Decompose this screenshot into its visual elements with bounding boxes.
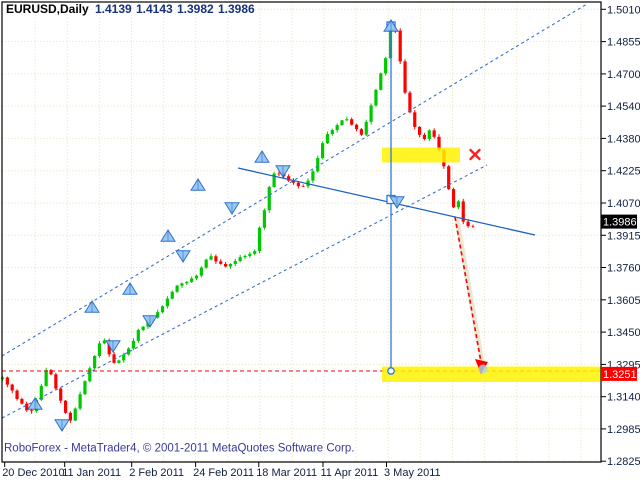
svg-text:1.4700: 1.4700 bbox=[607, 69, 640, 81]
svg-text:18 Mar 2011: 18 Mar 2011 bbox=[256, 467, 317, 479]
svg-text:1.4139: 1.4139 bbox=[95, 2, 132, 16]
svg-text:1.3605: 1.3605 bbox=[607, 295, 640, 307]
svg-text:1.5010: 1.5010 bbox=[607, 4, 640, 16]
svg-text:1.4855: 1.4855 bbox=[607, 37, 640, 49]
svg-text:1.3760: 1.3760 bbox=[607, 263, 640, 275]
svg-text:1.3986: 1.3986 bbox=[218, 2, 255, 16]
svg-text:1.2985: 1.2985 bbox=[607, 424, 640, 436]
svg-text:3 May 2011: 3 May 2011 bbox=[384, 467, 441, 479]
svg-text:1.4225: 1.4225 bbox=[607, 166, 640, 178]
svg-text:1.3982: 1.3982 bbox=[177, 2, 214, 16]
svg-text:1.3251: 1.3251 bbox=[603, 369, 637, 381]
svg-text:1.4070: 1.4070 bbox=[607, 198, 640, 210]
svg-text:1.4380: 1.4380 bbox=[607, 133, 640, 145]
svg-text:1.4540: 1.4540 bbox=[607, 101, 640, 113]
svg-text:RoboForex - MetaTrader4, © 200: RoboForex - MetaTrader4, © 2001-2011 Met… bbox=[4, 443, 354, 455]
svg-text:1.3140: 1.3140 bbox=[607, 392, 640, 404]
svg-text:1.3450: 1.3450 bbox=[607, 327, 640, 339]
svg-text:20 Dec 2010: 20 Dec 2010 bbox=[2, 467, 64, 479]
svg-text:1.3915: 1.3915 bbox=[607, 230, 640, 242]
svg-text:11 Apr 2011: 11 Apr 2011 bbox=[321, 467, 379, 479]
svg-text:11 Jan 2011: 11 Jan 2011 bbox=[62, 467, 121, 479]
svg-text:1.2825: 1.2825 bbox=[607, 456, 640, 468]
svg-text:EURUSD,Daily: EURUSD,Daily bbox=[6, 2, 89, 16]
svg-text:1.3986: 1.3986 bbox=[603, 217, 637, 229]
svg-text:24 Feb 2011: 24 Feb 2011 bbox=[193, 467, 254, 479]
svg-text:2 Feb 2011: 2 Feb 2011 bbox=[129, 467, 184, 479]
svg-text:1.4143: 1.4143 bbox=[136, 2, 173, 16]
